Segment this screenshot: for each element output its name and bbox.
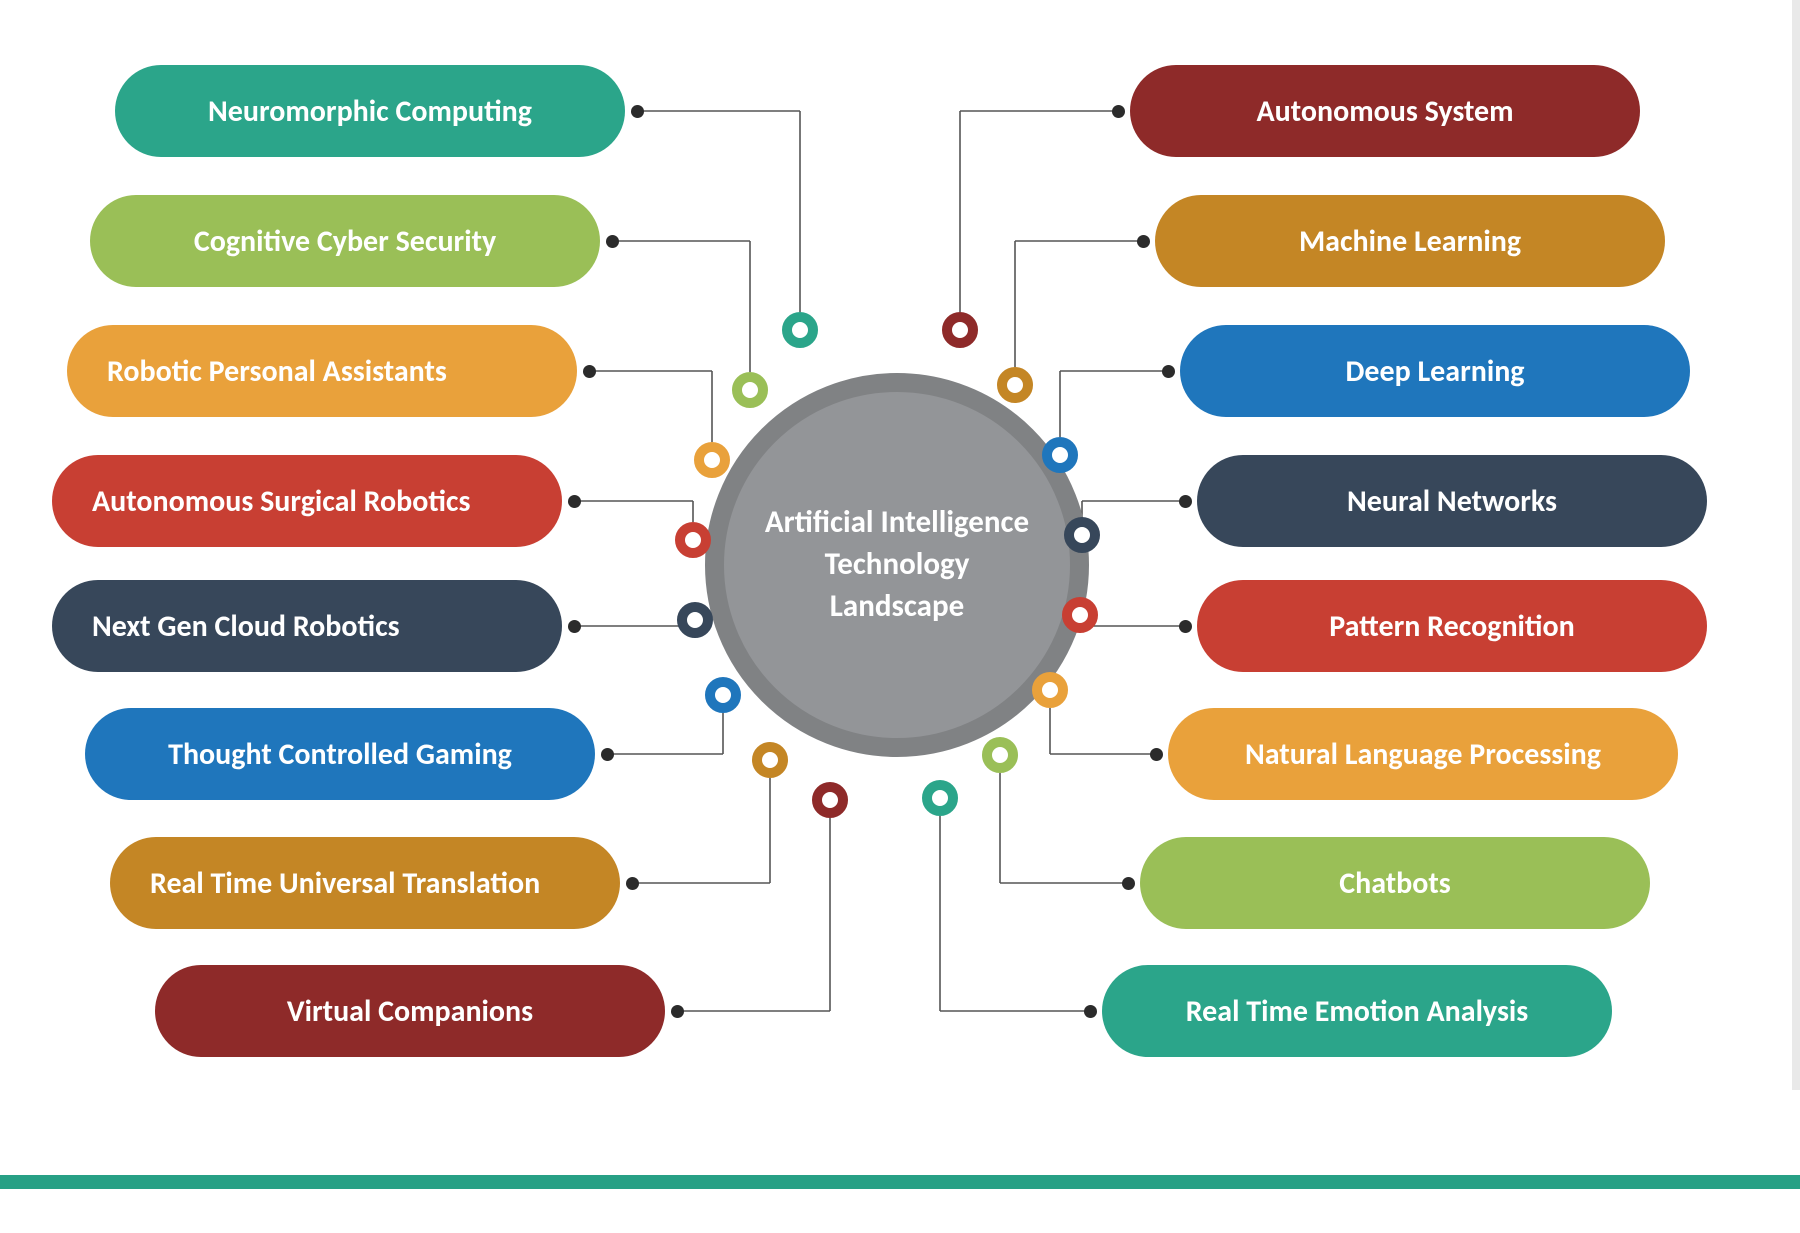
right-ring-1 xyxy=(997,367,1033,403)
right-dot-5 xyxy=(1150,748,1163,761)
right-ring-7 xyxy=(922,780,958,816)
left-pill-1: Cognitive Cyber Security xyxy=(90,195,600,287)
right-ring-6 xyxy=(982,737,1018,773)
right-ring-3 xyxy=(1064,517,1100,553)
right-pill-label-1: Machine Learning xyxy=(1299,223,1521,260)
right-pill-3: Neural Networks xyxy=(1197,455,1707,547)
left-ring-2 xyxy=(694,442,730,478)
left-dot-7 xyxy=(671,1005,684,1018)
right-dot-1 xyxy=(1137,235,1150,248)
left-pill-0: Neuromorphic Computing xyxy=(115,65,625,157)
left-pill-label-5: Thought Controlled Gaming xyxy=(168,736,512,773)
right-dot-2 xyxy=(1162,365,1175,378)
center-title: Artificial IntelligenceTechnologyLandsca… xyxy=(765,502,1029,628)
left-ring-0 xyxy=(782,312,818,348)
left-dot-6 xyxy=(626,877,639,890)
left-ring-5 xyxy=(705,677,741,713)
left-pill-label-3: Autonomous Surgical Robotics xyxy=(92,483,470,520)
left-pill-3: Autonomous Surgical Robotics xyxy=(52,455,562,547)
right-ring-2 xyxy=(1042,437,1078,473)
right-pill-1: Machine Learning xyxy=(1155,195,1665,287)
right-pill-label-6: Chatbots xyxy=(1339,865,1451,902)
left-pill-label-1: Cognitive Cyber Security xyxy=(194,223,496,260)
left-dot-1 xyxy=(606,235,619,248)
left-pill-label-6: Real Time Universal Translation xyxy=(150,865,540,902)
right-dot-7 xyxy=(1084,1005,1097,1018)
right-pill-label-5: Natural Language Processing xyxy=(1245,736,1601,773)
left-pill-4: Next Gen Cloud Robotics xyxy=(52,580,562,672)
left-pill-label-0: Neuromorphic Computing xyxy=(208,93,532,130)
right-dot-6 xyxy=(1122,877,1135,890)
right-pill-label-2: Deep Learning xyxy=(1345,353,1524,390)
right-pill-5: Natural Language Processing xyxy=(1168,708,1678,800)
right-pill-2: Deep Learning xyxy=(1180,325,1690,417)
right-pill-4: Pattern Recognition xyxy=(1197,580,1707,672)
left-ring-6 xyxy=(752,742,788,778)
left-dot-5 xyxy=(601,748,614,761)
left-pill-label-7: Virtual Companions xyxy=(287,993,533,1030)
right-pill-label-7: Real Time Emotion Analysis xyxy=(1186,993,1529,1030)
left-ring-4 xyxy=(677,602,713,638)
diagram-canvas: Artificial IntelligenceTechnologyLandsca… xyxy=(0,0,1800,1233)
right-dot-4 xyxy=(1179,620,1192,633)
left-ring-1 xyxy=(732,372,768,408)
right-edge-shadow xyxy=(1792,0,1800,1090)
left-pill-2: Robotic Personal Assistants xyxy=(67,325,577,417)
right-ring-5 xyxy=(1032,672,1068,708)
center-hub: Artificial IntelligenceTechnologyLandsca… xyxy=(705,373,1089,757)
footer-accent-bar xyxy=(0,1175,1800,1189)
left-pill-6: Real Time Universal Translation xyxy=(110,837,620,929)
left-dot-4 xyxy=(568,620,581,633)
left-dot-0 xyxy=(631,105,644,118)
left-ring-3 xyxy=(675,522,711,558)
right-pill-6: Chatbots xyxy=(1140,837,1650,929)
right-dot-3 xyxy=(1179,495,1192,508)
left-dot-2 xyxy=(583,365,596,378)
right-ring-4 xyxy=(1062,597,1098,633)
left-pill-label-4: Next Gen Cloud Robotics xyxy=(92,608,400,645)
left-ring-7 xyxy=(812,782,848,818)
right-pill-label-4: Pattern Recognition xyxy=(1329,608,1574,645)
right-dot-0 xyxy=(1112,105,1125,118)
right-pill-label-3: Neural Networks xyxy=(1347,483,1557,520)
right-ring-0 xyxy=(942,312,978,348)
right-pill-label-0: Autonomous System xyxy=(1256,93,1513,130)
right-pill-7: Real Time Emotion Analysis xyxy=(1102,965,1612,1057)
left-dot-3 xyxy=(568,495,581,508)
left-pill-label-2: Robotic Personal Assistants xyxy=(107,353,447,390)
right-pill-0: Autonomous System xyxy=(1130,65,1640,157)
left-pill-7: Virtual Companions xyxy=(155,965,665,1057)
left-pill-5: Thought Controlled Gaming xyxy=(85,708,595,800)
